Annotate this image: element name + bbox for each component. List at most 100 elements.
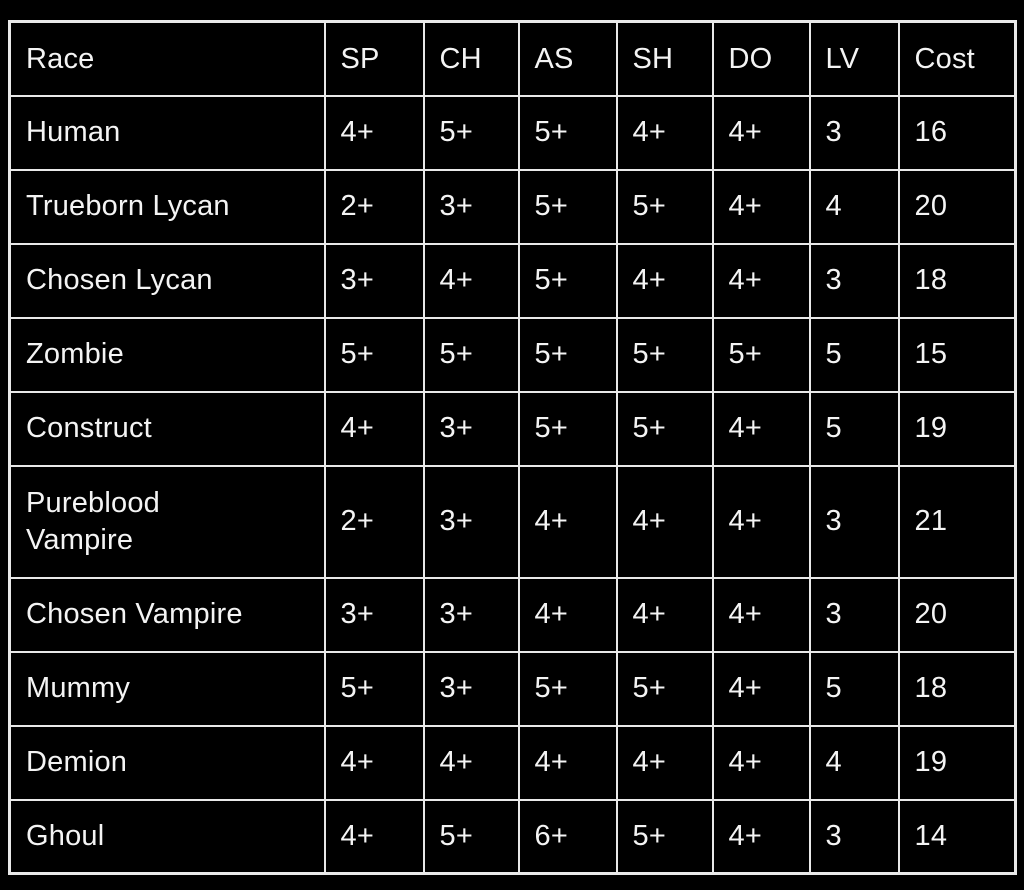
stat-cell-as: 6+ <box>517 798 618 875</box>
race-cell: Chosen Vampire <box>8 576 326 653</box>
stat-cell-sp: 3+ <box>323 576 425 653</box>
stat-cell-sh: 5+ <box>615 798 714 875</box>
stat-cell-sp: 4+ <box>323 798 425 875</box>
stat-cell-do: 4+ <box>711 798 811 875</box>
stat-cell-ch: 4+ <box>422 724 520 801</box>
stat-cell-lv: 5 <box>808 650 900 727</box>
stat-cell-lv: 4 <box>808 168 900 245</box>
stat-cell-ch: 3+ <box>422 576 520 653</box>
stat-cell-ch: 3+ <box>422 168 520 245</box>
cost-cell: 18 <box>897 650 1017 727</box>
cost-cell: 16 <box>897 94 1017 171</box>
cost-cell: 19 <box>897 390 1017 467</box>
cost-cell: 20 <box>897 576 1017 653</box>
cost-cell: 20 <box>897 168 1017 245</box>
race-cell: Human <box>8 94 326 171</box>
stat-cell-ch: 3+ <box>422 464 520 579</box>
stat-cell-sp: 2+ <box>323 464 425 579</box>
race-cell: Mummy <box>8 650 326 727</box>
cost-cell: 21 <box>897 464 1017 579</box>
stat-cell-do: 4+ <box>711 464 811 579</box>
stat-cell-ch: 3+ <box>422 650 520 727</box>
cost-cell: 18 <box>897 242 1017 319</box>
stat-cell-ch: 4+ <box>422 242 520 319</box>
race-cell: Demion <box>8 724 326 801</box>
stat-cell-sp: 5+ <box>323 316 425 393</box>
stat-cell-sp: 5+ <box>323 650 425 727</box>
stat-cell-sh: 5+ <box>615 316 714 393</box>
stat-cell-ch: 5+ <box>422 798 520 875</box>
column-header-sh: SH <box>615 20 714 97</box>
race-cell: Ghoul <box>8 798 326 875</box>
table-row-chosen-vampire: Chosen Vampire 3+ 3+ 4+ 4+ 4+ 3 20 <box>8 576 1017 653</box>
race-cell: Construct <box>8 390 326 467</box>
race-cell: Chosen Lycan <box>8 242 326 319</box>
column-header-ch: CH <box>422 20 520 97</box>
stat-cell-sh: 4+ <box>615 576 714 653</box>
table-row-trueborn-lycan: Trueborn Lycan 2+ 3+ 5+ 5+ 4+ 4 20 <box>8 168 1017 245</box>
stat-cell-do: 4+ <box>711 94 811 171</box>
stat-cell-do: 4+ <box>711 242 811 319</box>
race-cell: Zombie <box>8 316 326 393</box>
stat-cell-do: 5+ <box>711 316 811 393</box>
stat-cell-lv: 3 <box>808 464 900 579</box>
column-header-race: Race <box>8 20 326 97</box>
stat-cell-lv: 4 <box>808 724 900 801</box>
stat-cell-sp: 4+ <box>323 724 425 801</box>
stat-cell-as: 5+ <box>517 94 618 171</box>
table-row-demion: Demion 4+ 4+ 4+ 4+ 4+ 4 19 <box>8 724 1017 801</box>
header-row: Race SP CH AS SH DO LV Cost <box>8 20 1017 97</box>
stat-cell-as: 4+ <box>517 464 618 579</box>
column-header-cost: Cost <box>897 20 1017 97</box>
stat-cell-lv: 5 <box>808 316 900 393</box>
race-cell: Pureblood Vampire <box>8 464 326 579</box>
stat-cell-sp: 4+ <box>323 94 425 171</box>
stat-cell-sp: 3+ <box>323 242 425 319</box>
race-cell: Trueborn Lycan <box>8 168 326 245</box>
stat-cell-sh: 4+ <box>615 242 714 319</box>
table-row-mummy: Mummy 5+ 3+ 5+ 5+ 4+ 5 18 <box>8 650 1017 727</box>
stat-cell-sp: 4+ <box>323 390 425 467</box>
table-row-ghoul: Ghoul 4+ 5+ 6+ 5+ 4+ 3 14 <box>8 798 1017 875</box>
column-header-do: DO <box>711 20 811 97</box>
table-row-construct: Construct 4+ 3+ 5+ 5+ 4+ 5 19 <box>8 390 1017 467</box>
table-row-human: Human 4+ 5+ 5+ 4+ 4+ 3 16 <box>8 94 1017 171</box>
stat-cell-as: 4+ <box>517 576 618 653</box>
table-row-pureblood-vampire: Pureblood Vampire 2+ 3+ 4+ 4+ 4+ 3 21 <box>8 464 1017 579</box>
stat-cell-lv: 3 <box>808 94 900 171</box>
stat-cell-sh: 5+ <box>615 390 714 467</box>
stat-cell-as: 5+ <box>517 650 618 727</box>
table-row-zombie: Zombie 5+ 5+ 5+ 5+ 5+ 5 15 <box>8 316 1017 393</box>
stat-cell-as: 5+ <box>517 242 618 319</box>
stat-cell-do: 4+ <box>711 390 811 467</box>
table-row-chosen-lycan: Chosen Lycan 3+ 4+ 5+ 4+ 4+ 3 18 <box>8 242 1017 319</box>
stat-cell-lv: 3 <box>808 798 900 875</box>
cost-cell: 19 <box>897 724 1017 801</box>
stat-cell-do: 4+ <box>711 576 811 653</box>
cost-cell: 14 <box>897 798 1017 875</box>
stat-cell-as: 4+ <box>517 724 618 801</box>
stat-cell-sh: 4+ <box>615 94 714 171</box>
column-header-lv: LV <box>808 20 900 97</box>
stat-cell-ch: 5+ <box>422 316 520 393</box>
stat-cell-ch: 3+ <box>422 390 520 467</box>
stat-cell-sh: 4+ <box>615 464 714 579</box>
stat-cell-sh: 5+ <box>615 650 714 727</box>
column-header-as: AS <box>517 20 618 97</box>
stat-cell-as: 5+ <box>517 168 618 245</box>
stat-cell-do: 4+ <box>711 168 811 245</box>
stat-cell-lv: 3 <box>808 576 900 653</box>
stat-cell-lv: 3 <box>808 242 900 319</box>
stat-cell-do: 4+ <box>711 650 811 727</box>
stat-cell-ch: 5+ <box>422 94 520 171</box>
cost-cell: 15 <box>897 316 1017 393</box>
stat-cell-as: 5+ <box>517 390 618 467</box>
stat-cell-as: 5+ <box>517 316 618 393</box>
stat-cell-lv: 5 <box>808 390 900 467</box>
stat-cell-sh: 4+ <box>615 724 714 801</box>
column-header-sp: SP <box>323 20 425 97</box>
stat-cell-do: 4+ <box>711 724 811 801</box>
stat-cell-sh: 5+ <box>615 168 714 245</box>
stat-cell-sp: 2+ <box>323 168 425 245</box>
